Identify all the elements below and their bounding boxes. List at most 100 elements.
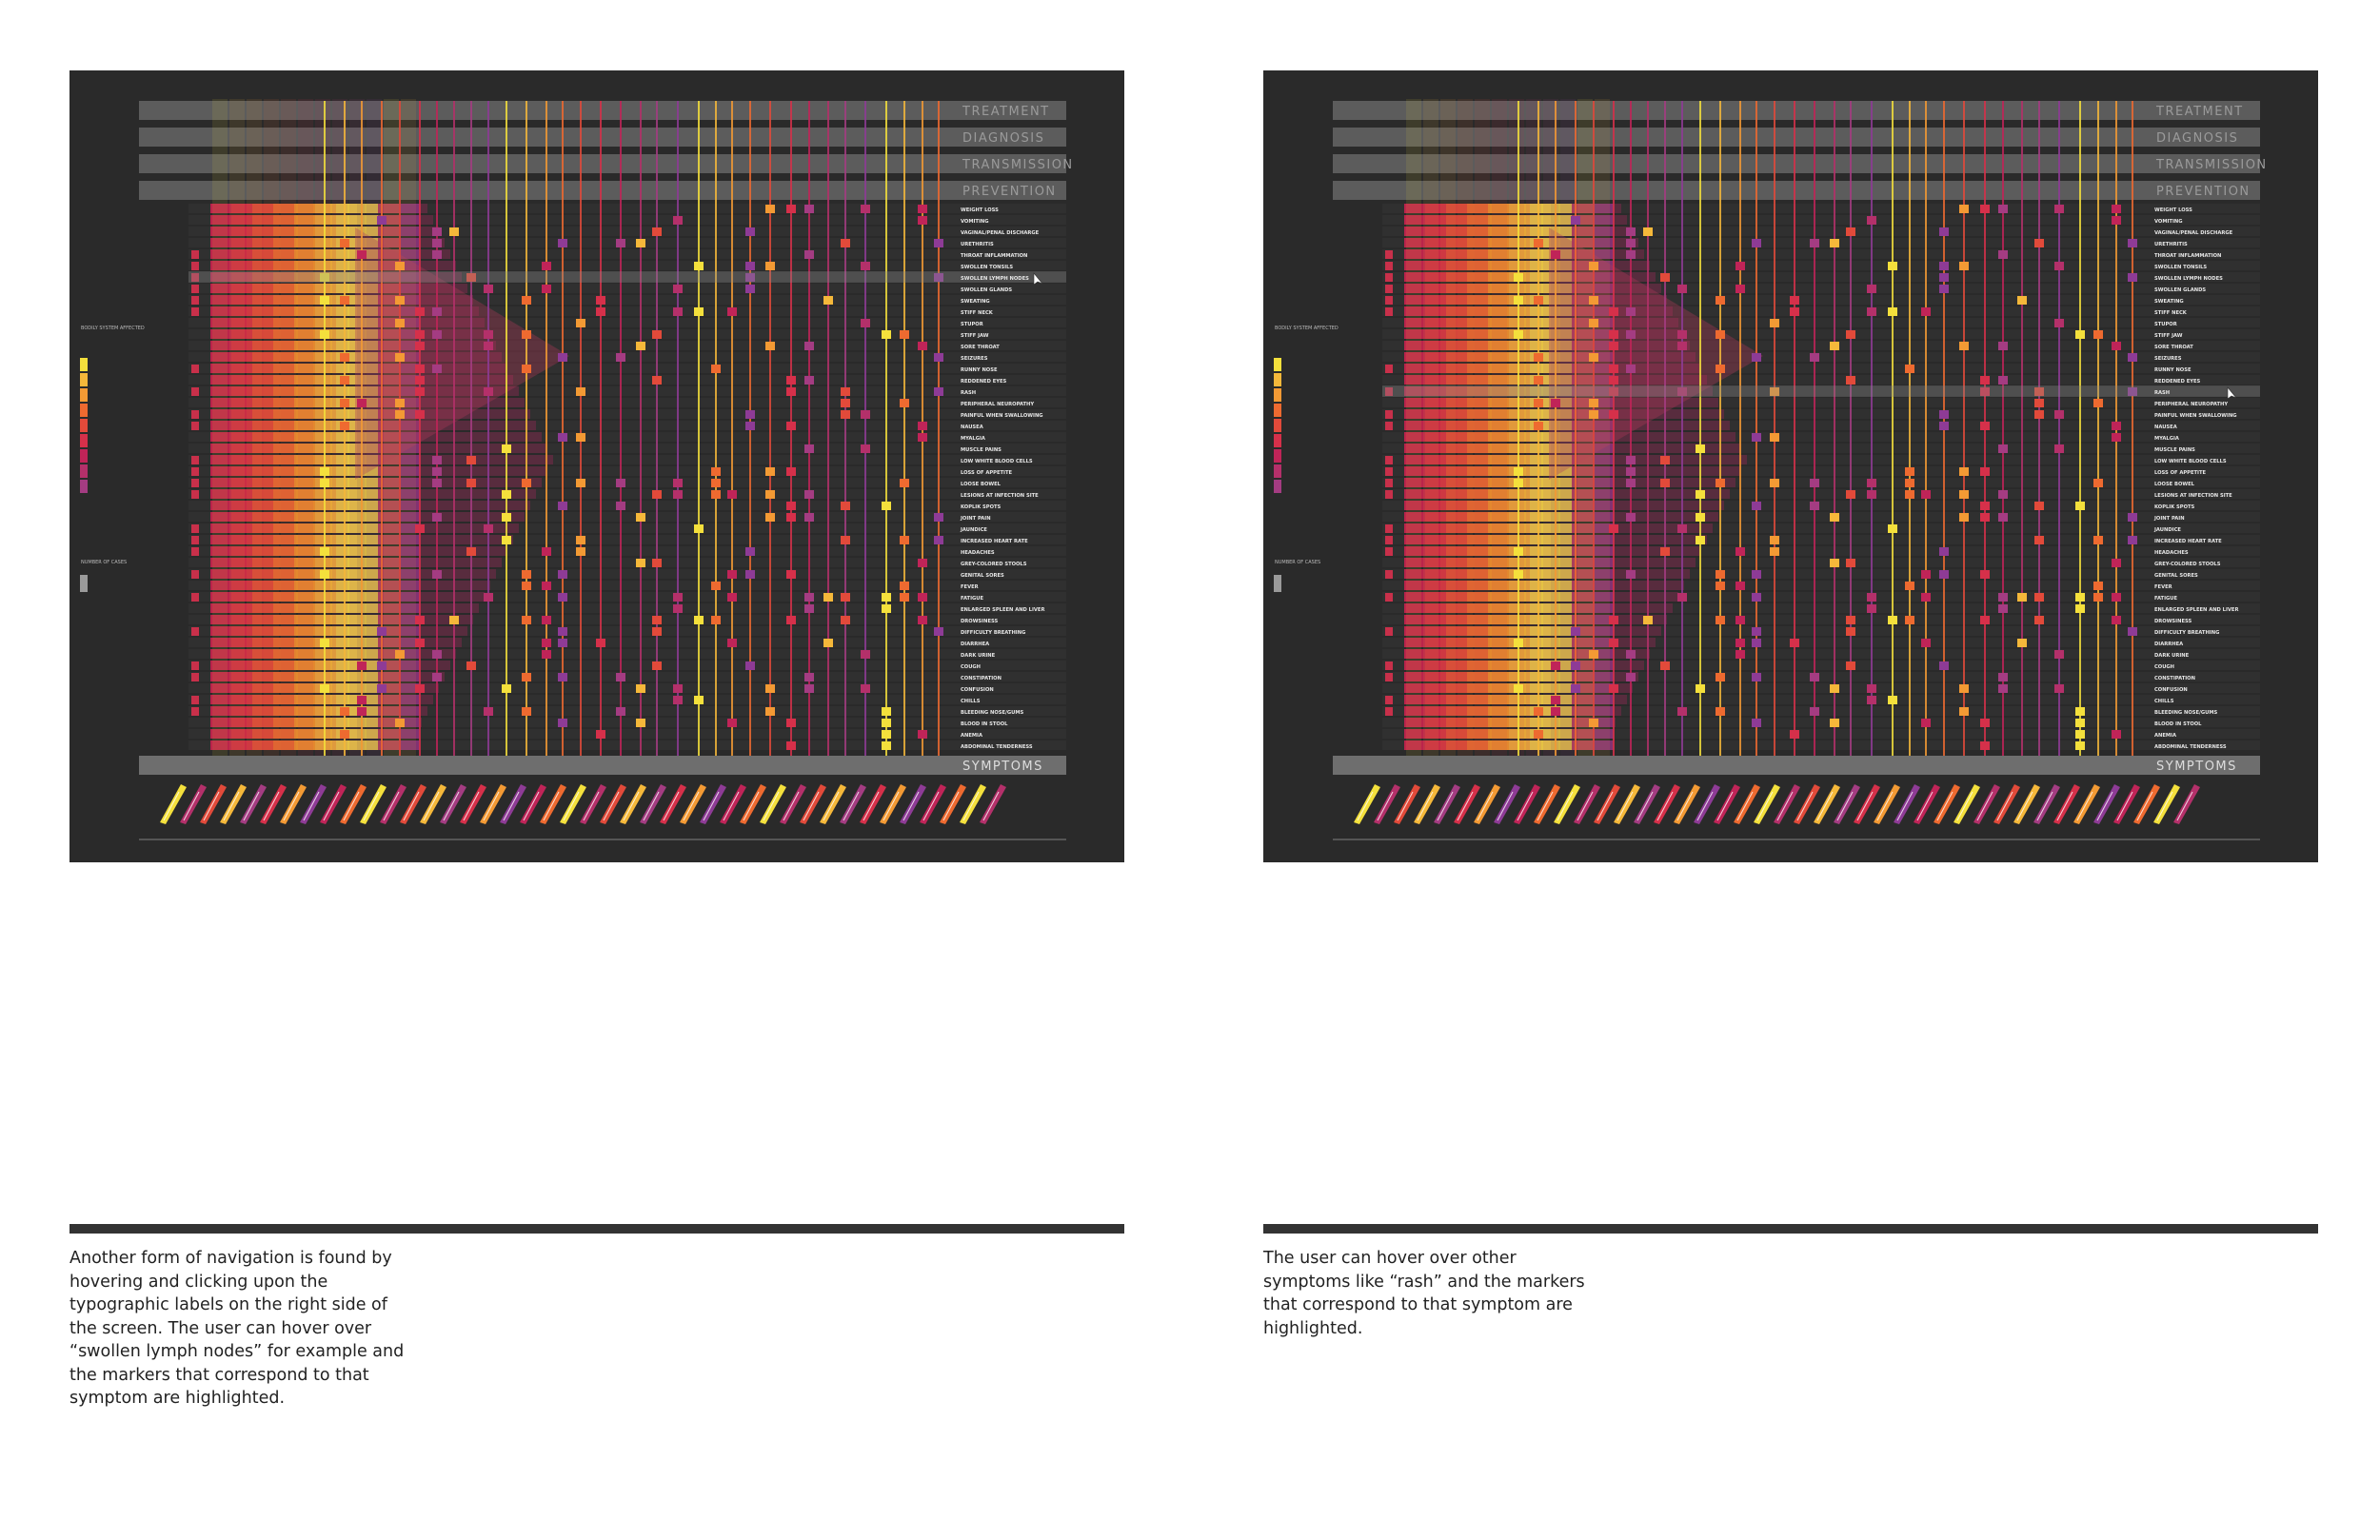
symptom-marker[interactable]: [1716, 707, 1725, 716]
symptom-marker[interactable]: [1959, 467, 1969, 476]
symptom-marker[interactable]: [576, 319, 585, 327]
symptom-marker[interactable]: [1959, 342, 1969, 350]
symptom-label[interactable]: INCREASED HEART RATE: [2154, 539, 2222, 544]
symptom-label[interactable]: ANEMIA: [2154, 733, 2176, 739]
symptom-marker[interactable]: [1998, 684, 2008, 693]
symptom-marker[interactable]: [1830, 719, 1839, 727]
symptom-marker[interactable]: [918, 205, 927, 213]
symptom-marker[interactable]: [1998, 593, 2008, 602]
symptom-marker[interactable]: [711, 365, 721, 373]
symptom-marker[interactable]: [1752, 673, 1761, 681]
symptom-marker[interactable]: [673, 684, 683, 693]
symptom-marker[interactable]: [652, 559, 662, 567]
symptom-marker[interactable]: [1514, 547, 1523, 556]
symptom-marker[interactable]: [1830, 684, 1839, 693]
symptom-marker[interactable]: [918, 559, 927, 567]
symptom-marker[interactable]: [1830, 239, 1839, 247]
symptom-marker[interactable]: [1921, 593, 1931, 602]
symptom-marker[interactable]: [1830, 342, 1839, 350]
symptom-marker[interactable]: [2034, 502, 2044, 510]
symptom-marker[interactable]: [841, 387, 850, 396]
symptom-marker[interactable]: [765, 262, 775, 270]
symptom-marker[interactable]: [673, 696, 683, 704]
symptom-marker[interactable]: [558, 627, 567, 636]
symptom-marker[interactable]: [1905, 365, 1914, 373]
symptom-marker[interactable]: [1810, 707, 1819, 716]
symptom-marker[interactable]: [484, 707, 493, 716]
symptom-marker[interactable]: [2017, 639, 2027, 647]
symptom-marker[interactable]: [1939, 262, 1949, 270]
symptom-marker[interactable]: [542, 639, 551, 647]
symptom-marker[interactable]: [1551, 250, 1560, 259]
symptom-marker[interactable]: [1551, 661, 1560, 670]
symptom-marker[interactable]: [1770, 536, 1779, 544]
symptom-label[interactable]: SWOLLEN TONSILS: [2154, 265, 2207, 270]
symptom-marker[interactable]: [745, 570, 755, 579]
symptom-marker[interactable]: [673, 490, 683, 499]
symptom-marker[interactable]: [918, 422, 927, 430]
symptom-marker[interactable]: [542, 616, 551, 624]
symptom-marker[interactable]: [377, 216, 387, 225]
symptom-marker[interactable]: [2093, 536, 2103, 544]
symptom-marker[interactable]: [340, 730, 349, 739]
symptom-marker[interactable]: [1589, 262, 1598, 270]
symptom-label[interactable]: INCREASED HEART RATE: [961, 539, 1028, 544]
symptom-marker[interactable]: [415, 639, 425, 647]
symptom-marker[interactable]: [1998, 376, 2008, 385]
symptom-marker[interactable]: [1980, 570, 1990, 579]
symptom-marker[interactable]: [2112, 216, 2121, 225]
symptom-label[interactable]: DIFFICULTY BREATHING: [961, 630, 1025, 636]
symptom-marker[interactable]: [1921, 570, 1931, 579]
symptom-marker[interactable]: [652, 661, 662, 670]
symptom-label[interactable]: FEVER: [961, 584, 979, 590]
symptom-marker[interactable]: [2093, 593, 2103, 602]
symptom-marker[interactable]: [2017, 296, 2027, 305]
symptom-marker[interactable]: [1716, 616, 1725, 624]
symptom-marker[interactable]: [636, 513, 645, 522]
symptom-marker[interactable]: [1867, 593, 1876, 602]
symptom-label[interactable]: SORE THROAT: [961, 345, 1000, 350]
symptom-marker[interactable]: [1660, 547, 1670, 556]
symptom-marker[interactable]: [934, 513, 943, 522]
symptom-marker[interactable]: [861, 319, 870, 327]
symptom-marker[interactable]: [432, 330, 442, 339]
symptom-label[interactable]: CONFUSION: [2154, 687, 2188, 693]
symptom-marker[interactable]: [432, 227, 442, 236]
symptom-marker[interactable]: [1589, 319, 1598, 327]
symptom-marker[interactable]: [2034, 536, 2044, 544]
symptom-marker[interactable]: [1980, 376, 1990, 385]
symptom-marker[interactable]: [1626, 570, 1636, 579]
symptom-marker[interactable]: [1716, 365, 1725, 373]
symptom-marker[interactable]: [765, 684, 775, 693]
symptom-label[interactable]: STUPOR: [961, 322, 983, 327]
symptom-marker[interactable]: [765, 490, 775, 499]
symptom-marker[interactable]: [340, 376, 349, 385]
symptom-label[interactable]: SWOLLEN TONSILS: [961, 265, 1013, 270]
symptom-marker[interactable]: [596, 296, 605, 305]
symptom-marker[interactable]: [1770, 387, 1779, 396]
symptom-label[interactable]: SEIZURES: [2154, 356, 2182, 362]
symptom-marker[interactable]: [918, 593, 927, 602]
symptom-marker[interactable]: [1846, 227, 1855, 236]
symptom-marker[interactable]: [576, 433, 585, 442]
symptom-label[interactable]: BLEEDING NOSE/GUMS: [961, 710, 1024, 716]
symptom-label[interactable]: DARK URINE: [2154, 653, 2190, 659]
symptom-marker[interactable]: [340, 353, 349, 362]
symptom-label[interactable]: MUSCLE PAINS: [2154, 447, 2195, 453]
symptom-marker[interactable]: [415, 616, 425, 624]
symptom-label[interactable]: GENITAL SORES: [961, 573, 1004, 579]
symptom-marker[interactable]: [320, 467, 329, 476]
symptom-marker[interactable]: [882, 719, 891, 727]
symptom-marker[interactable]: [1959, 262, 1969, 270]
symptom-marker[interactable]: [1790, 307, 1799, 316]
symptom-label[interactable]: URETHRITIS: [961, 242, 994, 247]
symptom-marker[interactable]: [861, 444, 870, 453]
symptom-marker[interactable]: [432, 673, 442, 681]
symptom-label[interactable]: HEADACHES: [2154, 550, 2189, 556]
symptom-marker[interactable]: [596, 730, 605, 739]
symptom-label[interactable]: JOINT PAIN: [960, 516, 991, 522]
symptom-marker[interactable]: [484, 593, 493, 602]
symptom-marker[interactable]: [711, 616, 721, 624]
symptom-label[interactable]: THROAT INFLAMMATION: [2154, 253, 2221, 259]
symptom-label[interactable]: BLOOD IN STOOL: [2154, 721, 2202, 727]
